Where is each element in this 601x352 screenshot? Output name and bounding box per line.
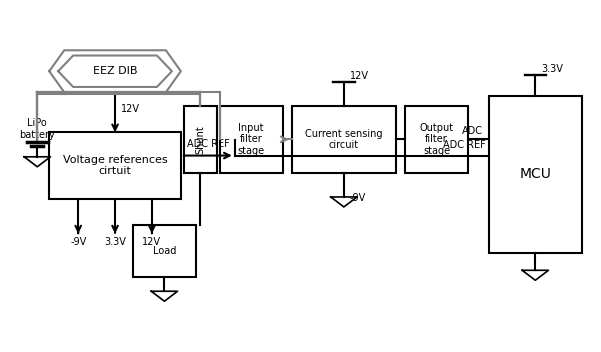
Bar — [184, 106, 217, 172]
Text: ADC REF: ADC REF — [187, 139, 230, 149]
Bar — [489, 96, 582, 253]
Bar — [49, 132, 181, 199]
Text: Voltage references
cirtuit: Voltage references cirtuit — [63, 155, 167, 176]
Bar — [220, 106, 282, 172]
Text: 12V: 12V — [142, 237, 162, 247]
Text: Input
filter
stage: Input filter stage — [237, 123, 264, 156]
Text: MCU: MCU — [519, 167, 551, 181]
Text: ADC: ADC — [462, 126, 483, 136]
Text: 3.3V: 3.3V — [542, 64, 563, 75]
Bar — [291, 106, 396, 172]
Text: 3.3V: 3.3V — [104, 237, 126, 247]
Text: 12V: 12V — [350, 71, 369, 81]
Text: Current sensing
circuit: Current sensing circuit — [305, 128, 383, 150]
Bar — [133, 225, 196, 277]
Text: Load: Load — [153, 246, 176, 256]
Text: Output
filter
stage: Output filter stage — [419, 123, 454, 156]
Text: EEZ DIB: EEZ DIB — [93, 66, 137, 76]
Text: ADC REF: ADC REF — [443, 140, 486, 150]
Text: -9V: -9V — [70, 237, 87, 247]
FancyBboxPatch shape — [64, 50, 166, 92]
Text: Shunt: Shunt — [195, 125, 206, 154]
Text: 12V: 12V — [121, 104, 140, 114]
Bar — [405, 106, 468, 172]
Text: -9V: -9V — [350, 194, 366, 203]
Text: LiPo
battery: LiPo battery — [19, 118, 55, 140]
